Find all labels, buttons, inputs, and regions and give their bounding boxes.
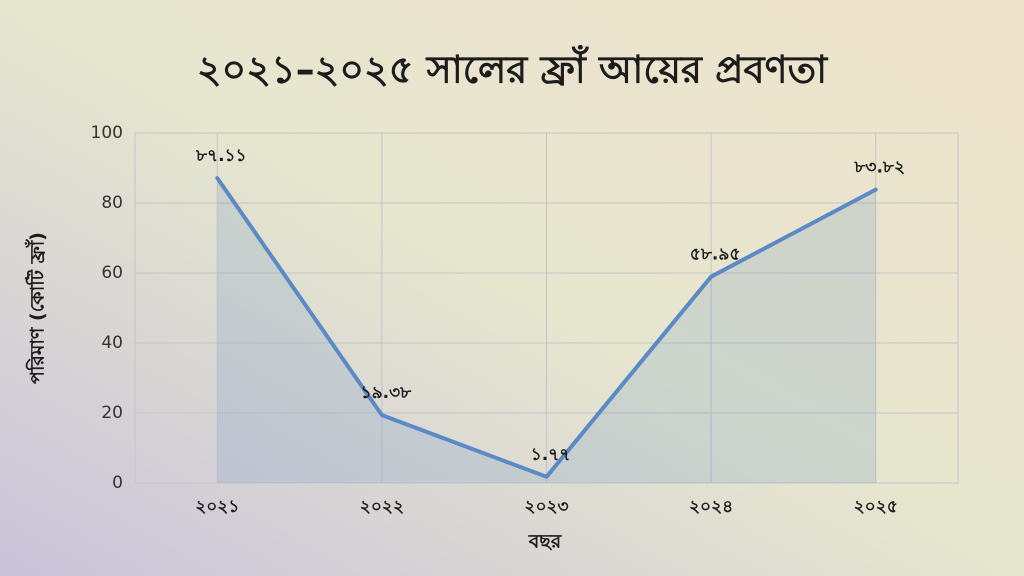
data-label: ১.৭৭ bbox=[531, 445, 571, 465]
x-tick-label: ২০২১ bbox=[195, 497, 239, 517]
plot-border bbox=[134, 132, 959, 484]
y-axis-label: পরিমাণ (কোটি ফ্রাঁ) bbox=[25, 232, 49, 384]
x-tick-label: ২০২৫ bbox=[854, 497, 898, 517]
x-tick-label: ২০২২ bbox=[360, 497, 404, 517]
data-label: ৮৩.৮২ bbox=[853, 158, 905, 178]
y-tick-label: 0 bbox=[112, 473, 123, 493]
y-tick-label: 60 bbox=[101, 263, 123, 283]
y-tick-label: 80 bbox=[101, 193, 123, 213]
line bbox=[215, 176, 878, 479]
data-label: ৮৭.১১ bbox=[195, 146, 247, 166]
x-tick-label: ২০২৩ bbox=[524, 497, 568, 517]
data-label: ১৯.৩৮ bbox=[361, 383, 413, 403]
y-tick-label: 20 bbox=[101, 403, 123, 423]
chart-title: ২০২১–২০২৫ সালের ফ্রাঁ আয়ের প্রবণতা bbox=[197, 45, 829, 92]
area bbox=[217, 178, 876, 484]
y-tick-label: 100 bbox=[91, 123, 123, 143]
y-tick-label: 40 bbox=[101, 333, 123, 353]
x-axis-label: বছর bbox=[528, 531, 563, 553]
x-tick-label: ২০২৪ bbox=[689, 497, 733, 517]
data-label: ৫৮.৯৫ bbox=[690, 245, 741, 265]
